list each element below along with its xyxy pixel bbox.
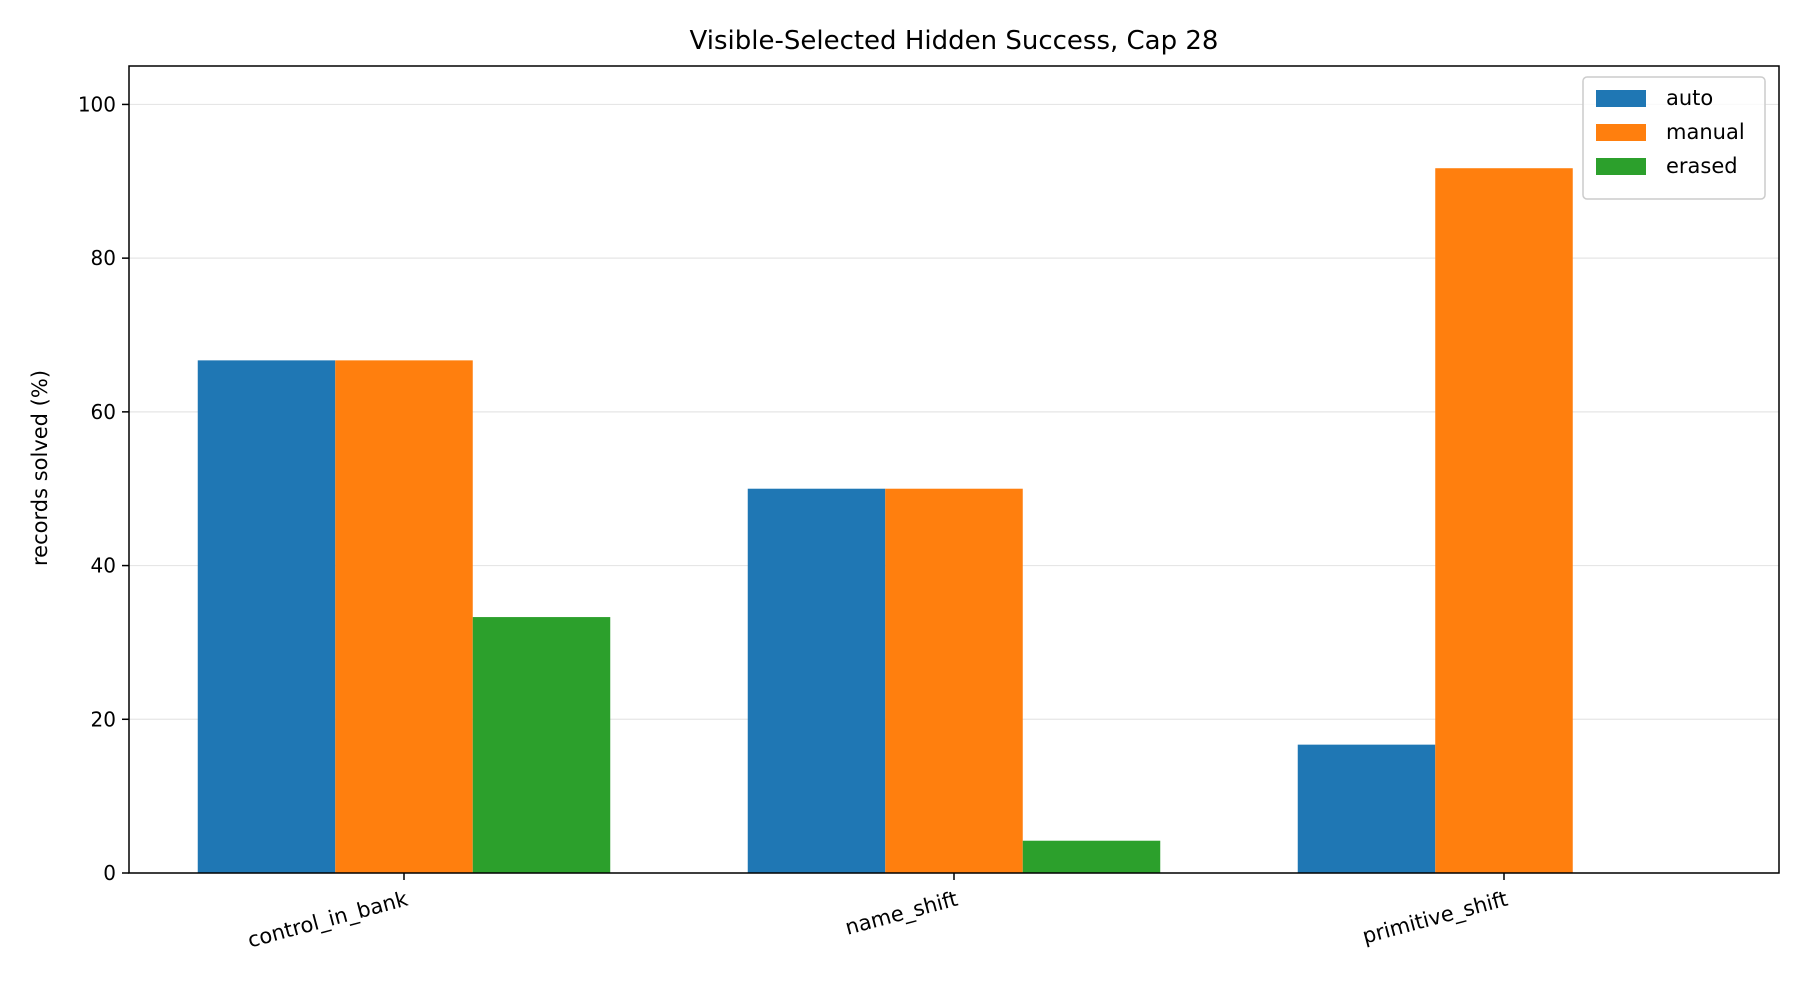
- y-tick-label: 100: [78, 92, 116, 116]
- bar-manual-name_shift: [885, 488, 1023, 873]
- bar-auto-control_in_bank: [197, 360, 336, 873]
- bar-auto-name_shift: [747, 488, 886, 873]
- y-tick-label: 20: [91, 707, 116, 731]
- y-tick-label: 40: [91, 554, 116, 578]
- legend-label-manual: manual: [1666, 120, 1745, 144]
- y-tick-label: 0: [103, 861, 116, 885]
- bar-auto-primitive_shift: [1297, 744, 1436, 873]
- chart-title: Visible-Selected Hidden Success, Cap 28: [690, 26, 1219, 56]
- y-axis-label: records solved (%): [28, 370, 52, 566]
- bars: [197, 168, 1573, 874]
- bar-manual-primitive_shift: [1435, 168, 1573, 874]
- legend: auto manual erased: [1582, 76, 1766, 200]
- bar-manual-control_in_bank: [335, 360, 473, 873]
- y-axis: 0 20 40 60 80 100: [78, 92, 129, 885]
- legend-swatch-erased: [1596, 158, 1646, 175]
- legend-label-auto: auto: [1666, 86, 1713, 110]
- y-tick-label: 80: [91, 246, 116, 270]
- y-tick-label: 60: [91, 400, 116, 424]
- bar-erased-name_shift: [1022, 840, 1161, 873]
- bar-erased-control_in_bank: [472, 617, 611, 873]
- legend-swatch-manual: [1596, 124, 1646, 141]
- legend-label-erased: erased: [1666, 154, 1738, 178]
- legend-swatch-auto: [1596, 90, 1646, 107]
